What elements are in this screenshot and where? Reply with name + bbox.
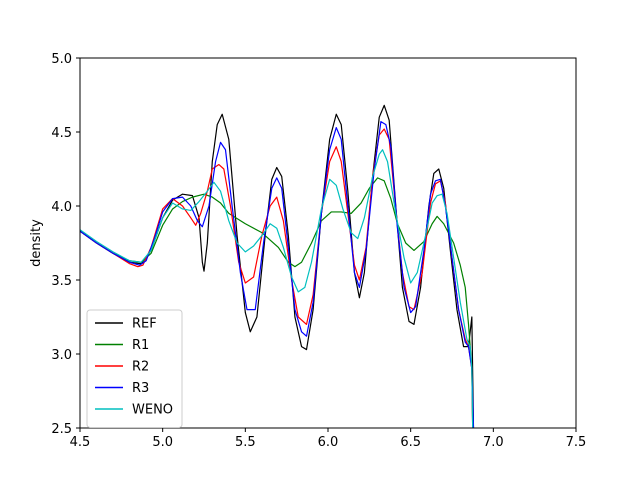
x-tick-label: 6.5 xyxy=(400,435,421,450)
y-tick-label: 3.5 xyxy=(51,274,72,289)
legend-label-weno: WENO xyxy=(132,403,173,418)
y-tick-label: 4.5 xyxy=(51,126,72,141)
legend: REF R1 R2 R3 WENO xyxy=(86,309,183,428)
x-tick-label: 6.0 xyxy=(318,435,339,450)
x-tick-label: 4.5 xyxy=(70,435,91,450)
series-line-weno xyxy=(80,149,474,428)
y-axis-label: density xyxy=(29,219,44,267)
x-tick-label: 7.5 xyxy=(566,435,587,450)
series-line-r2 xyxy=(80,128,474,428)
y-tick-label: 3.0 xyxy=(51,348,72,363)
legend-label-r1: R1 xyxy=(132,338,149,353)
y-tick-label: 4.0 xyxy=(51,200,72,215)
series-layer xyxy=(80,104,475,428)
y-tick-label: 5.0 xyxy=(51,52,72,67)
y-axis: 2.5 3.0 3.5 4.0 4.5 5.0 xyxy=(51,52,80,437)
series-line-r1 xyxy=(80,177,474,428)
x-tick-label: 7.0 xyxy=(483,435,504,450)
series-line-r3 xyxy=(80,121,475,428)
y-tick-label: 2.5 xyxy=(51,422,72,437)
legend-label-r3: R3 xyxy=(132,381,149,396)
x-axis: 4.5 5.0 5.5 6.0 6.5 7.0 7.5 xyxy=(70,428,587,450)
legend-box xyxy=(86,309,183,428)
legend-label-r2: R2 xyxy=(132,360,149,375)
legend-label-ref: REF xyxy=(132,317,157,332)
x-tick-label: 5.5 xyxy=(235,435,256,450)
x-tick-label: 5.0 xyxy=(152,435,173,450)
